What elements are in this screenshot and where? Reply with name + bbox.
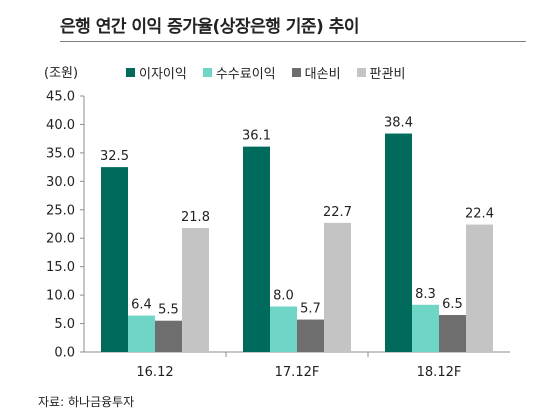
- y-tick-label: 25.0: [46, 203, 75, 218]
- legend-label-sga: 판관비: [369, 67, 406, 82]
- legend-label-interest-income: 이자이익: [139, 67, 187, 82]
- bar-value-label: 36.1: [242, 129, 271, 144]
- y-tick-label: 20.0: [46, 232, 75, 247]
- legend-swatch-sga: [356, 68, 366, 77]
- bar-value-label: 8.3: [415, 287, 436, 302]
- bar-value-label: 8.0: [273, 288, 294, 303]
- y-tick-label: 0.0: [54, 346, 75, 361]
- bar: [243, 146, 270, 352]
- title-divider: [60, 41, 526, 42]
- y-tick-label: 45.0: [46, 90, 75, 105]
- bar-value-label: 6.5: [442, 297, 463, 312]
- bar: [466, 224, 493, 352]
- bar: [128, 315, 155, 352]
- bar: [270, 306, 297, 352]
- bar-value-label: 38.4: [384, 116, 413, 131]
- bar: [439, 315, 466, 352]
- y-tick-label: 15.0: [46, 260, 75, 275]
- bar: [155, 320, 182, 352]
- x-category-label: 18.12F: [417, 365, 462, 380]
- legend-swatch-interest-income: [126, 68, 135, 77]
- y-tick-label: 30.0: [46, 175, 75, 190]
- legend-swatch-fee-income: [202, 68, 212, 77]
- legend-swatch-loan-loss: [291, 68, 301, 77]
- bar-value-label: 5.7: [300, 302, 321, 317]
- y-tick-label: 10.0: [46, 289, 75, 304]
- unit-label: (조원): [44, 66, 79, 81]
- legend-item-interest-income: 이자이익: [126, 63, 187, 82]
- legend-item-sga: 판관비: [356, 63, 406, 82]
- bar-value-label: 32.5: [100, 149, 129, 164]
- y-tick-label: 5.0: [54, 317, 75, 332]
- x-category-label: 17.12F: [275, 365, 320, 380]
- legend-label-loan-loss: 대손비: [304, 67, 341, 82]
- bar-value-label: 5.5: [158, 303, 179, 318]
- legend-label-fee-income: 수수료이익: [215, 67, 276, 82]
- source-note: 자료: 하나금융투자: [38, 395, 135, 409]
- bar-value-label: 21.8: [181, 210, 210, 225]
- bar-value-label: 6.4: [131, 298, 152, 313]
- bar-value-label: 22.4: [465, 207, 494, 222]
- y-tick-label: 35.0: [46, 146, 75, 161]
- bar-value-label: 22.7: [323, 205, 352, 220]
- bar: [182, 227, 209, 352]
- legend: 이자이익 수수료이익 대손비 판관비: [126, 63, 405, 82]
- bar: [297, 319, 324, 352]
- bar: [324, 222, 351, 352]
- legend-item-loan-loss: 대손비: [291, 63, 341, 82]
- y-tick-label: 40.0: [46, 118, 75, 133]
- bar: [385, 133, 412, 352]
- bar: [412, 304, 439, 352]
- x-category-label: 16.12: [136, 365, 173, 380]
- legend-item-fee-income: 수수료이익: [202, 63, 276, 82]
- chart-title: 은행 연간 이익 증가율(상장은행 기준) 추이: [60, 17, 360, 37]
- bar: [101, 167, 128, 352]
